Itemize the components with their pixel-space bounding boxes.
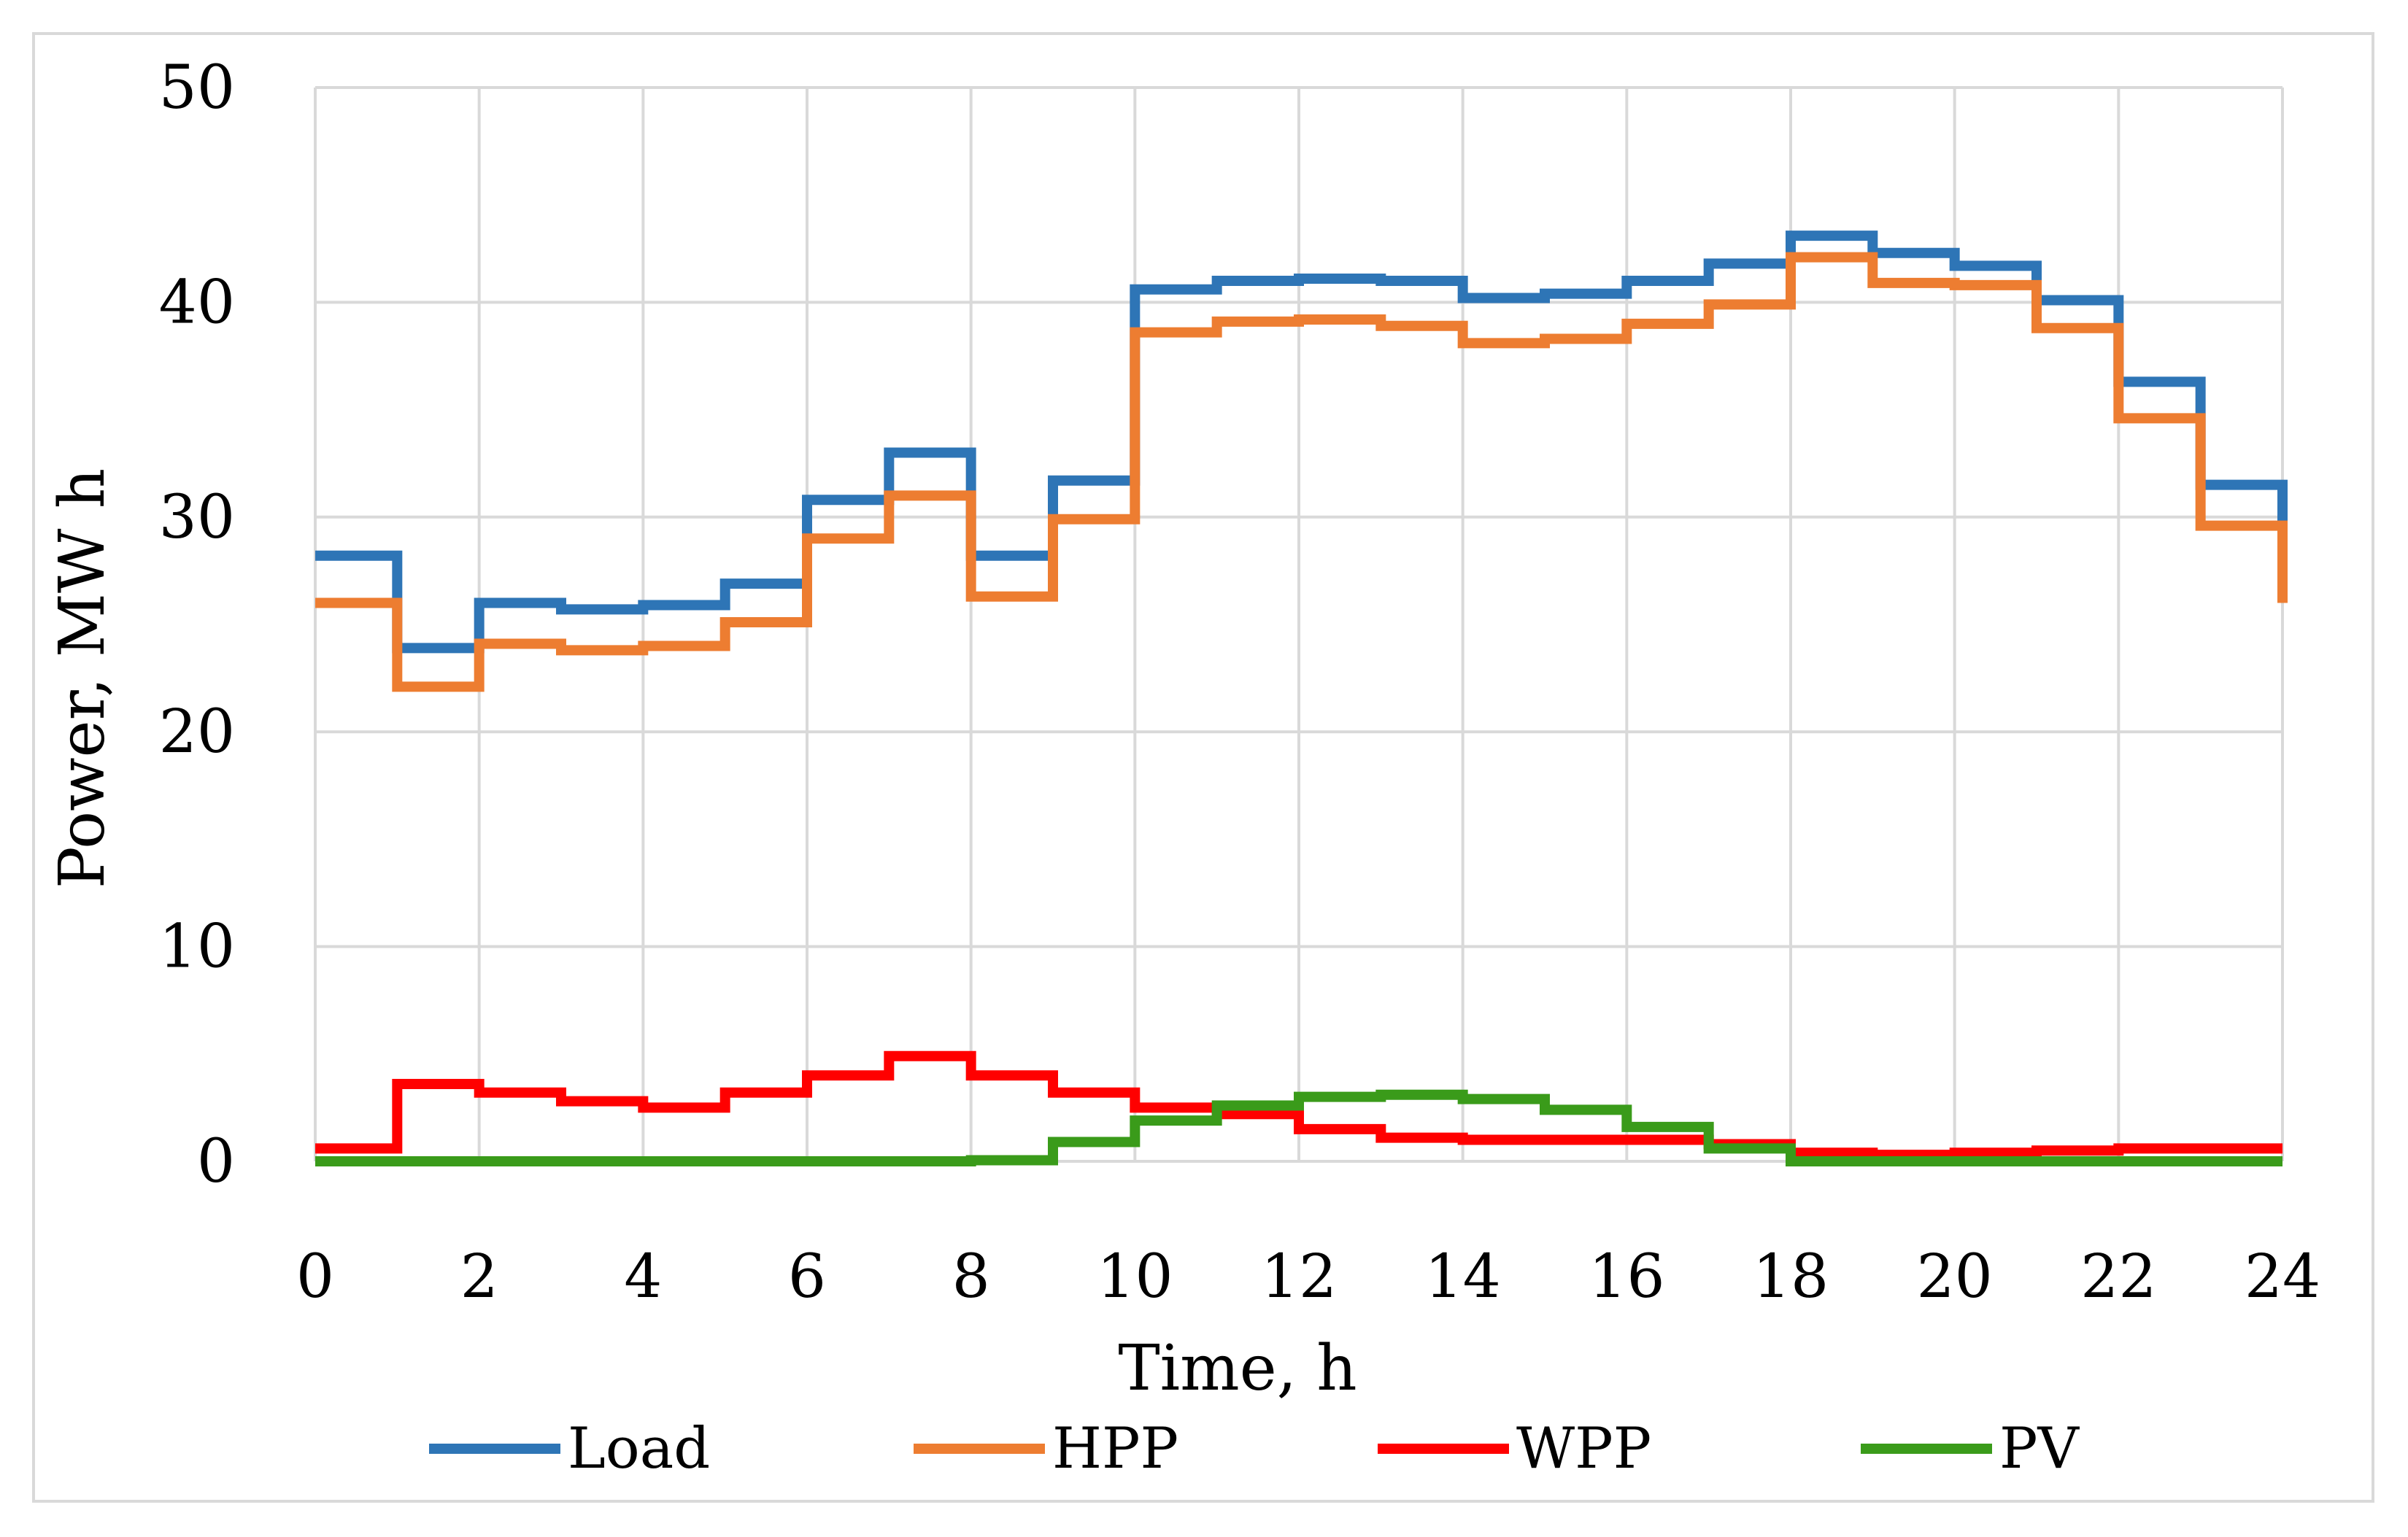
x-tick-label-4: 4: [624, 1242, 662, 1312]
series-lines: [315, 231, 2288, 1166]
x-axis-ticks: 0 2 4 6 8 10 12 14 16 18 20 22 24: [296, 1242, 2320, 1312]
legend-label-pv: PV: [1999, 1416, 2080, 1482]
x-tick-label-2: 2: [460, 1242, 498, 1312]
x-tick-label-18: 18: [1753, 1242, 1829, 1312]
x-tick-label-14: 14: [1424, 1242, 1500, 1312]
x-tick-label-12: 12: [1261, 1242, 1337, 1312]
y-tick-label-20: 20: [159, 697, 235, 767]
series-line-load: [315, 231, 2288, 654]
legend-label-load: Load: [568, 1416, 710, 1482]
x-axis-title: Time, h: [1118, 1332, 1357, 1405]
series-line-pv: [315, 1089, 2282, 1166]
x-tick-label-20: 20: [1916, 1242, 1992, 1312]
x-tick-label-22: 22: [2080, 1242, 2156, 1312]
legend-label-hpp: HPP: [1052, 1416, 1178, 1482]
y-axis-ticks: 0 10 20 30 40 50: [159, 53, 235, 1196]
x-tick-label-24: 24: [2245, 1242, 2320, 1312]
y-tick-label-40: 40: [159, 268, 235, 337]
x-tick-label-6: 6: [788, 1242, 826, 1312]
legend-label-wpp: WPP: [1516, 1416, 1651, 1482]
x-tick-label-10: 10: [1097, 1242, 1173, 1312]
x-tick-label-16: 16: [1589, 1242, 1664, 1312]
y-tick-label-50: 50: [159, 53, 235, 123]
x-tick-label-0: 0: [296, 1242, 334, 1312]
y-tick-label-0: 0: [197, 1127, 235, 1196]
series-line-hpp: [315, 252, 2288, 692]
grid: [314, 86, 2284, 1163]
legend: Load HPP WPP PV: [429, 1416, 2080, 1482]
y-tick-label-10: 10: [159, 913, 235, 982]
chart-frame: [32, 32, 2374, 1503]
y-tick-label-30: 30: [159, 483, 235, 552]
x-tick-label-8: 8: [952, 1242, 990, 1312]
y-axis-title: Power, MW h: [46, 468, 119, 888]
